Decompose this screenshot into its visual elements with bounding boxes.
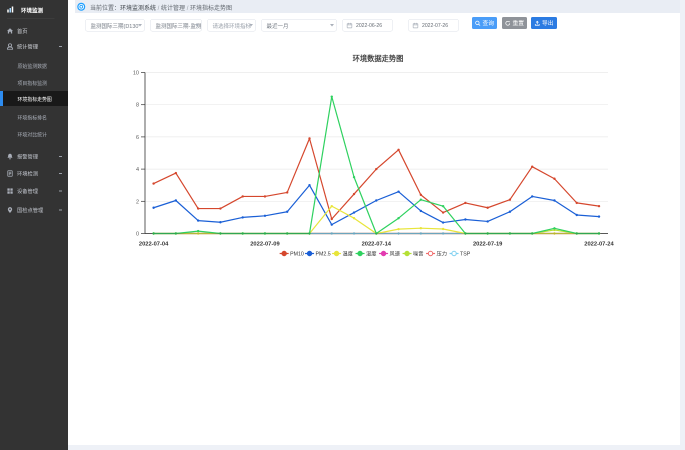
- svg-text:压力: 压力: [437, 250, 448, 258]
- svg-text:6: 6: [136, 135, 139, 141]
- svg-text:2: 2: [136, 199, 139, 205]
- svg-text:2022-07-09: 2022-07-09: [250, 242, 279, 248]
- svg-text:4: 4: [136, 167, 139, 173]
- svg-text:2022-07-04: 2022-07-04: [139, 242, 169, 248]
- svg-text:PM10: PM10: [290, 252, 304, 258]
- svg-text:噪音: 噪音: [413, 250, 424, 258]
- svg-text:PM2.5: PM2.5: [316, 252, 331, 258]
- svg-text:2022-07-14: 2022-07-14: [362, 242, 392, 248]
- svg-text:8: 8: [136, 103, 139, 109]
- svg-text:环境数据走势图: 环境数据走势图: [353, 54, 404, 63]
- svg-text:风速: 风速: [390, 251, 401, 258]
- svg-text:2022-07-19: 2022-07-19: [473, 242, 502, 248]
- svg-text:温度: 温度: [343, 250, 354, 258]
- svg-text:2022-07-24: 2022-07-24: [584, 242, 614, 248]
- svg-text:湿度: 湿度: [366, 250, 377, 258]
- svg-text:0: 0: [136, 232, 139, 238]
- svg-text:10: 10: [133, 71, 139, 77]
- svg-text:TSP: TSP: [460, 252, 471, 258]
